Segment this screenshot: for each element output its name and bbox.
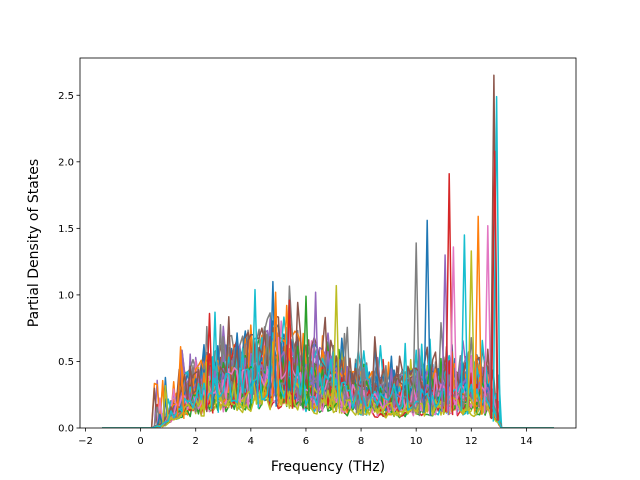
y-tick-label: 1.0 (58, 290, 74, 301)
x-axis-ticks: −2 0 2 4 6 8 10 12 14 (78, 428, 533, 447)
pdos-peak-line (467, 250, 476, 415)
y-tick-label: 0.0 (58, 424, 74, 435)
x-tick-label: 14 (520, 436, 533, 447)
x-tick-label: 8 (358, 436, 364, 447)
pdos-peak-line (449, 246, 458, 415)
pdos-peak-line (210, 311, 220, 413)
pdos-peak-line (490, 150, 499, 421)
x-tick-label: 0 (137, 436, 143, 447)
y-tick-label: 1.5 (58, 224, 74, 235)
pdos-peak-line (492, 95, 501, 423)
plot-frame (79, 57, 577, 429)
pdos-peak-line (474, 215, 483, 415)
pdos-peak-line (311, 291, 320, 412)
x-axis-label: Frequency (THz) (271, 459, 385, 475)
pdos-peak-line (412, 242, 421, 417)
pdos-peak-line (250, 288, 260, 409)
pdos-series-line (102, 334, 554, 428)
pdos-peak-line (176, 346, 185, 419)
pdos-peak-line (205, 312, 214, 414)
x-tick-label: 6 (303, 436, 309, 447)
x-tick-label: 4 (248, 436, 254, 447)
x-tick-label: 10 (410, 436, 423, 447)
series-layer (102, 74, 554, 428)
pdos-peak-line (268, 280, 277, 407)
pdos-peak-line (332, 284, 341, 414)
x-tick-label: 2 (193, 436, 199, 447)
y-tick-label: 0.5 (58, 357, 74, 368)
pdos-peak-line (460, 234, 469, 415)
x-tick-label: 12 (465, 436, 478, 447)
y-tick-label: 2.0 (58, 157, 74, 168)
plot-area (102, 74, 554, 428)
y-tick-label: 2.5 (58, 91, 74, 102)
y-axis-label: Partial Density of States (26, 159, 42, 327)
y-axis-ticks: 0.0 0.5 1.0 1.5 2.0 2.5 (58, 91, 80, 435)
pdos-peak-line (285, 299, 294, 409)
pdos-peak-line (301, 295, 311, 412)
pdos-peak-line (423, 219, 432, 416)
pdos-peak-line (271, 291, 280, 408)
x-tick-label: −2 (78, 436, 93, 447)
pdos-peak-line (355, 303, 364, 416)
pdos-peak-line (483, 224, 492, 417)
